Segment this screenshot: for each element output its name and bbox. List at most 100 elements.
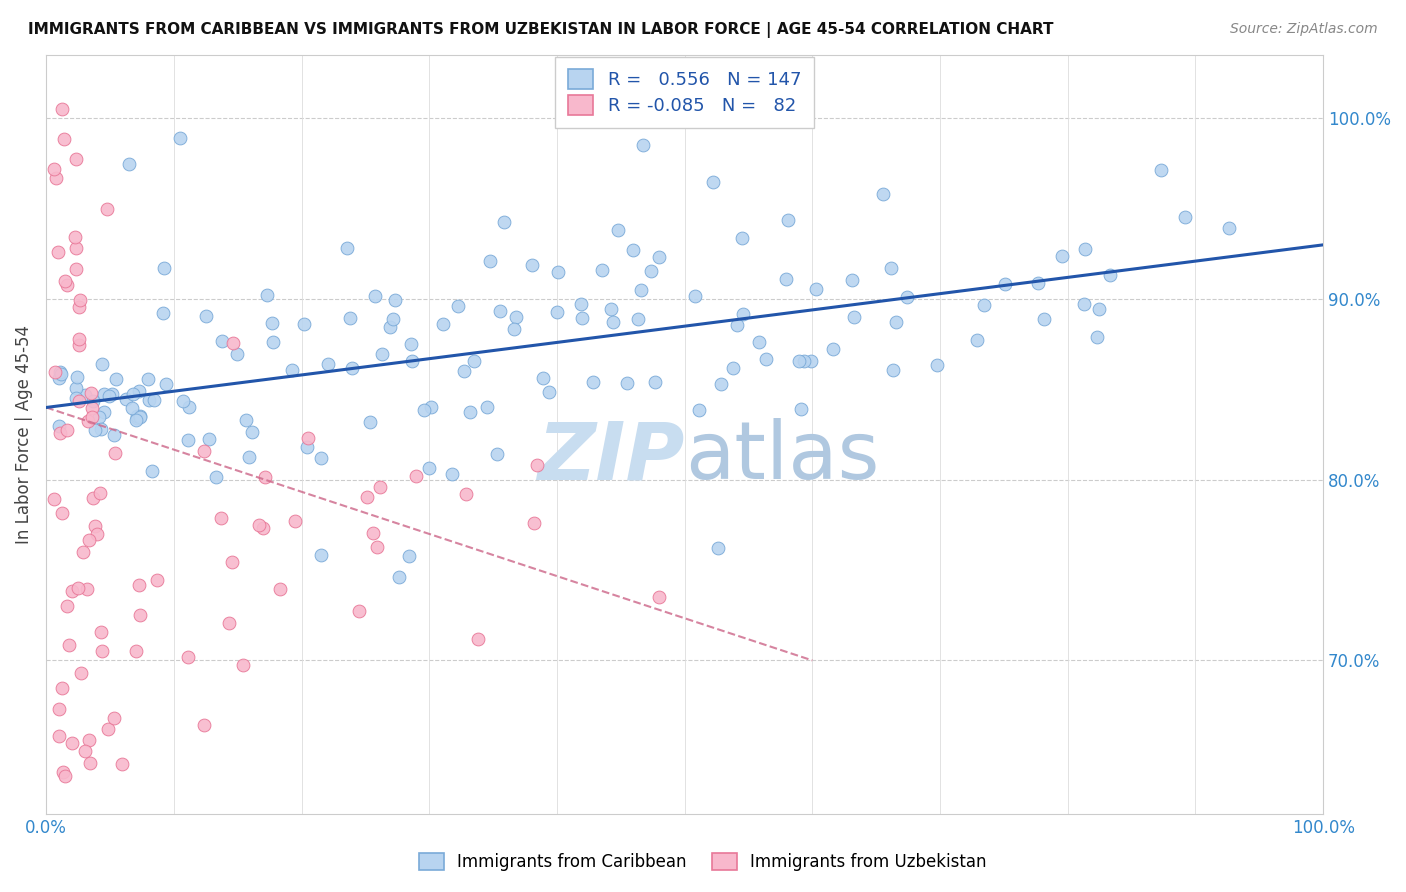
Point	[731, 307, 754, 321]
Point	[82, 394, 104, 409]
Point	[91, 357, 114, 371]
Point	[800, 353, 823, 368]
Point	[65, 392, 87, 406]
Point	[121, 401, 143, 416]
Point	[547, 265, 569, 279]
Point	[103, 711, 125, 725]
Point	[252, 521, 274, 535]
Point	[76, 414, 98, 428]
Point	[63, 230, 86, 244]
Point	[262, 316, 284, 330]
Point	[83, 519, 105, 533]
Point	[93, 387, 115, 401]
Point	[76, 582, 98, 597]
Point	[368, 480, 391, 494]
Point	[125, 413, 148, 427]
Point	[364, 288, 387, 302]
Point	[49, 426, 72, 441]
Text: atlas: atlas	[685, 418, 879, 496]
Point	[775, 272, 797, 286]
Point	[89, 486, 111, 500]
Text: ZIP: ZIP	[537, 418, 685, 496]
Point	[648, 251, 671, 265]
Point	[356, 491, 378, 505]
Point	[571, 311, 593, 326]
Point	[42, 491, 65, 506]
Point	[100, 387, 122, 401]
Point	[89, 422, 111, 436]
Point	[725, 318, 748, 333]
Point	[342, 361, 364, 376]
Point	[896, 290, 918, 304]
Point	[347, 604, 370, 618]
Point	[621, 243, 644, 257]
Point	[53, 769, 76, 783]
Point	[492, 215, 515, 229]
Point	[526, 458, 548, 472]
Point	[748, 335, 770, 350]
Point	[309, 548, 332, 562]
Point	[336, 241, 359, 255]
Point	[582, 375, 605, 389]
Point	[96, 202, 118, 216]
Legend: R =   0.556   N = 147, R = -0.085   N =   82: R = 0.556 N = 147, R = -0.085 N = 82	[555, 56, 814, 128]
Point	[238, 450, 260, 464]
Point	[125, 644, 148, 658]
Point	[65, 381, 87, 395]
Point	[45, 170, 67, 185]
Point	[60, 583, 83, 598]
Point	[73, 744, 96, 758]
Point	[152, 260, 174, 275]
Point	[401, 354, 423, 368]
Point	[48, 702, 70, 716]
Point	[55, 423, 77, 437]
Point	[401, 337, 423, 351]
Text: IMMIGRANTS FROM CARIBBEAN VS IMMIGRANTS FROM UZBEKISTAN IN LABOR FORCE | AGE 45-: IMMIGRANTS FROM CARIBBEAN VS IMMIGRANTS …	[28, 22, 1053, 38]
Point	[52, 132, 75, 146]
Point	[90, 625, 112, 640]
Point	[104, 446, 127, 460]
Point	[72, 545, 94, 559]
Point	[644, 375, 666, 389]
Point	[65, 262, 87, 277]
Point	[973, 298, 995, 312]
Point	[688, 403, 710, 417]
Point	[65, 152, 87, 166]
Point	[384, 293, 406, 307]
Point	[447, 299, 470, 313]
Point	[787, 353, 810, 368]
Point	[179, 401, 201, 415]
Point	[86, 526, 108, 541]
Point	[398, 549, 420, 563]
Point	[721, 361, 744, 376]
Legend: Immigrants from Caribbean, Immigrants from Uzbekistan: Immigrants from Caribbean, Immigrants fr…	[411, 845, 995, 880]
Point	[42, 161, 65, 176]
Point	[67, 394, 90, 409]
Point	[994, 277, 1017, 291]
Point	[378, 320, 401, 334]
Point	[884, 315, 907, 329]
Point	[440, 467, 463, 482]
Point	[793, 354, 815, 368]
Point	[371, 346, 394, 360]
Point	[292, 317, 315, 331]
Point	[115, 392, 138, 406]
Point	[55, 599, 77, 613]
Point	[77, 533, 100, 547]
Point	[80, 409, 103, 424]
Point	[129, 410, 152, 425]
Point	[146, 573, 169, 587]
Point	[66, 369, 89, 384]
Point	[606, 223, 628, 237]
Point	[67, 332, 90, 346]
Point	[44, 365, 66, 379]
Point	[730, 231, 752, 245]
Point	[841, 273, 863, 287]
Point	[60, 736, 83, 750]
Point	[141, 464, 163, 478]
Point	[48, 729, 70, 743]
Point	[75, 388, 97, 402]
Point	[405, 469, 427, 483]
Point	[169, 130, 191, 145]
Point	[240, 425, 263, 439]
